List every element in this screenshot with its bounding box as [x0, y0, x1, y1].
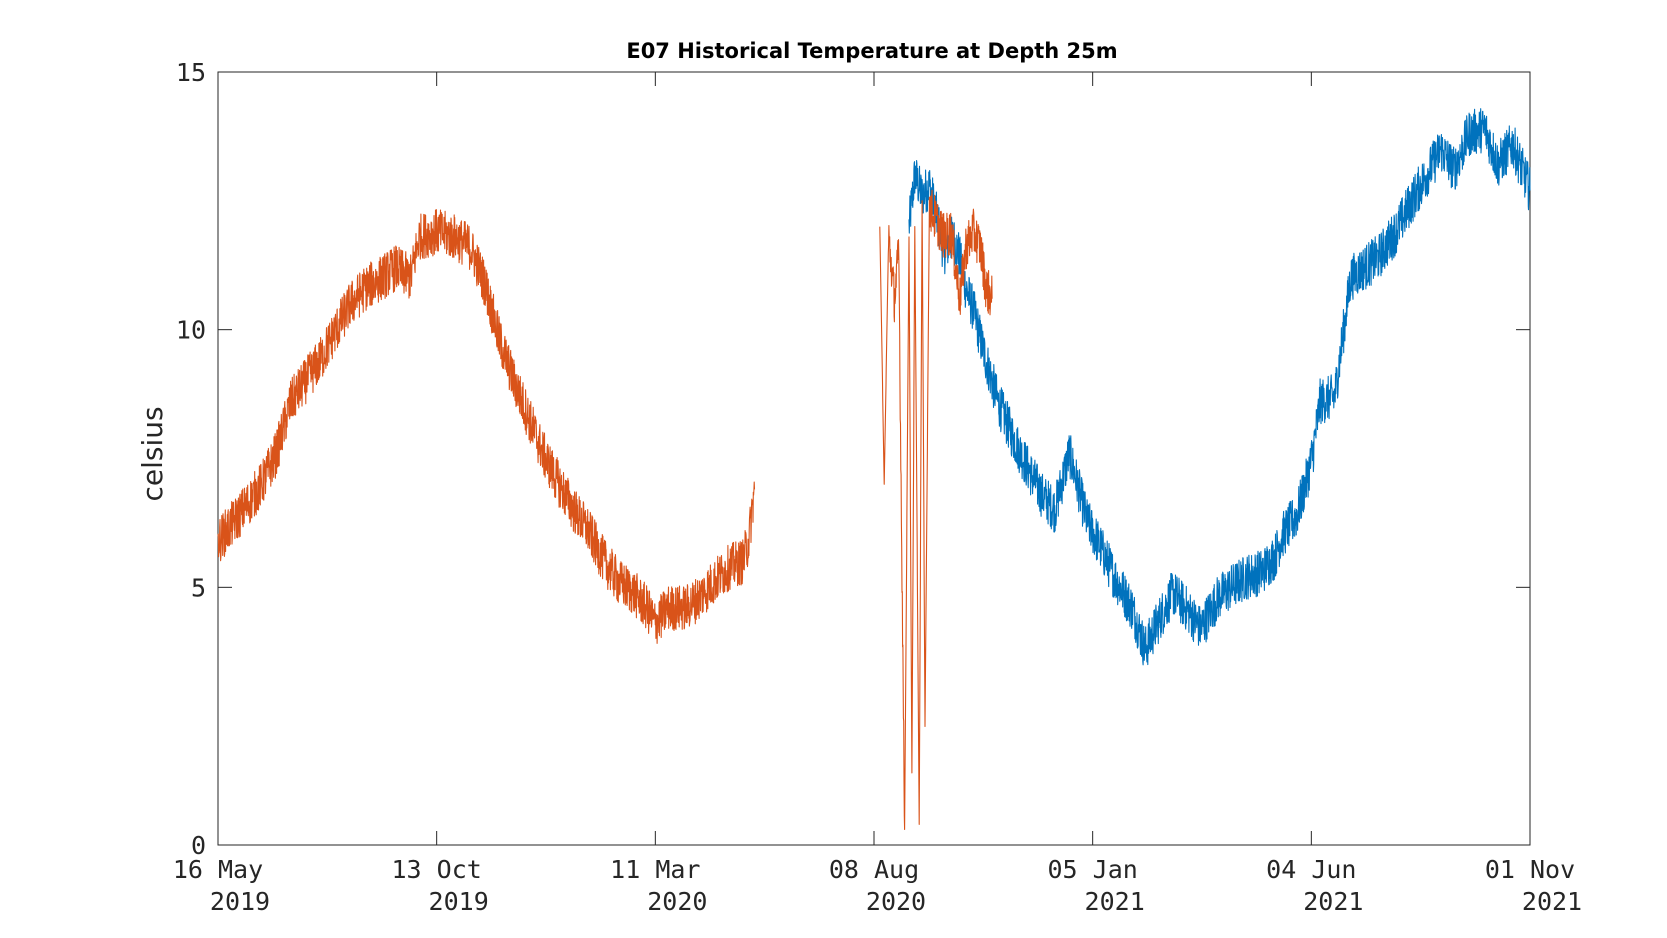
y-tick-label: 5 [191, 573, 206, 602]
x-tick-label-date: 01 Nov [1485, 855, 1575, 884]
series-line-2 [217, 189, 993, 831]
x-tick-label-date: 08 Aug [829, 855, 919, 884]
x-tick-label-date: 11 Mar [610, 855, 700, 884]
plot-box [217, 71, 1531, 846]
series-line-1 [908, 108, 1531, 666]
x-tick-label-year: 2021 [1085, 887, 1145, 916]
x-tick-label-date: 16 May [173, 855, 263, 884]
y-tick-label: 10 [176, 316, 206, 345]
y-tick-label: 0 [191, 831, 206, 860]
x-tick-label-year: 2020 [647, 887, 707, 916]
series-layer [217, 108, 1531, 831]
chart-title: E07 Historical Temperature at Depth 25m [626, 39, 1117, 63]
x-tick-label-year: 2021 [1303, 887, 1363, 916]
y-tick-label: 15 [176, 58, 206, 87]
y-axis: 0 5 10 15 [176, 58, 1530, 860]
x-tick-label-year: 2019 [429, 887, 489, 916]
x-tick-label-date: 13 Oct [392, 855, 482, 884]
plot-area [217, 71, 1531, 846]
x-tick-label-year: 2019 [210, 887, 270, 916]
y-axis-label: celsius [136, 406, 169, 501]
x-tick-label-year: 2021 [1522, 887, 1582, 916]
x-tick-label-date: 04 Jun [1266, 855, 1356, 884]
x-axis: 16 May 2019 13 Oct 2019 11 Mar 2020 08 Aug 2020… [173, 72, 1582, 916]
x-tick-label-date: 05 Jan [1048, 855, 1138, 884]
x-tick-label-year: 2020 [866, 887, 926, 916]
